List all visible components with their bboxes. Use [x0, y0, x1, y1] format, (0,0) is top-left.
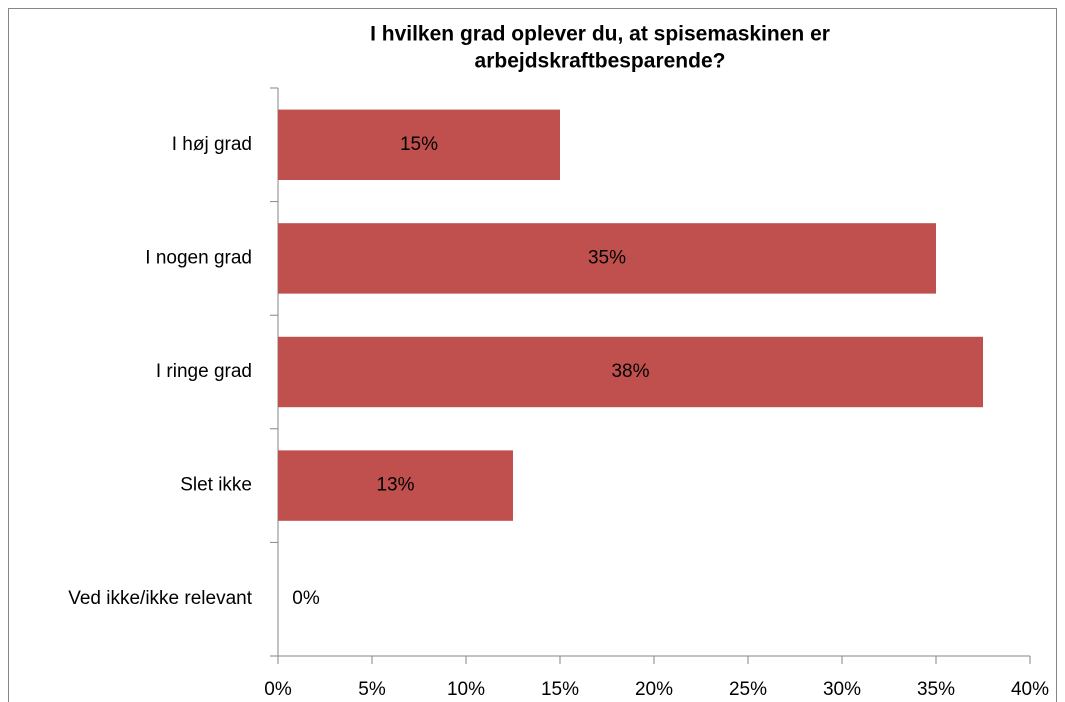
x-tick-label: 40%: [1011, 679, 1049, 700]
x-tick-label: 5%: [358, 679, 386, 700]
x-tick-label: 15%: [541, 679, 579, 700]
x-tick-label: 25%: [729, 679, 767, 700]
data-label: 15%: [400, 134, 438, 155]
x-tick-label: 35%: [917, 679, 955, 700]
bar: [278, 450, 513, 521]
bar: [278, 336, 983, 408]
y-tick-label: I ringe grad: [156, 361, 252, 382]
bar: [278, 223, 936, 294]
y-tick-label: I nogen grad: [145, 247, 252, 268]
bar: [278, 109, 560, 181]
data-label: 0%: [292, 588, 320, 609]
x-tick-label: 0%: [264, 679, 292, 700]
x-tick-label: 10%: [447, 679, 485, 700]
y-tick-label: I høj grad: [172, 134, 252, 155]
data-label: 38%: [611, 361, 649, 382]
data-label: 35%: [588, 247, 626, 268]
x-tick-label: 30%: [823, 679, 861, 700]
y-tick-label: Slet ikke: [180, 475, 252, 496]
y-tick-label: Ved ikke/ikke relevant: [68, 588, 252, 609]
data-label: 13%: [376, 475, 414, 496]
chart-title: I hvilken grad oplever du, at spisemaski…: [370, 23, 830, 46]
chart-title: arbejdskraftbesparende?: [475, 50, 726, 73]
x-tick-label: 20%: [635, 679, 673, 700]
